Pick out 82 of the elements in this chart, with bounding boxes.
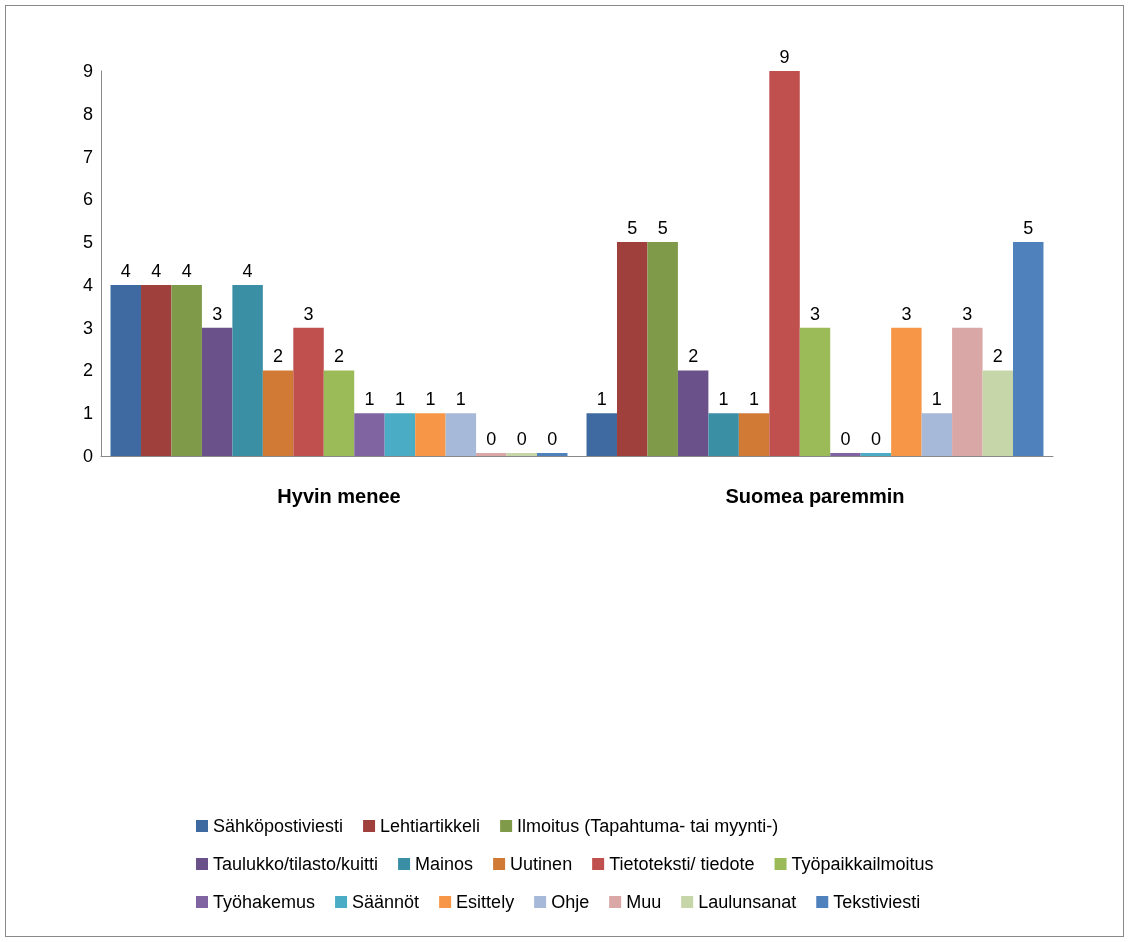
y-tick-label: 5 [82, 232, 93, 253]
bar [738, 413, 770, 456]
data-label: 3 [901, 303, 912, 324]
x-tick-label: Suomea paremmin [725, 485, 905, 507]
bar [891, 327, 922, 456]
data-label: 2 [273, 346, 284, 367]
data-label: 0 [870, 429, 881, 449]
legend-label: Tietoteksti/ tiedote [609, 854, 755, 874]
data-label: 4 [181, 260, 192, 281]
x-tick-label: Hyvin menee [277, 485, 401, 507]
data-label: 1 [364, 389, 375, 410]
bar [323, 370, 355, 456]
bar [445, 413, 477, 456]
bar [171, 284, 202, 456]
data-label: 3 [303, 303, 314, 324]
bar [293, 327, 324, 456]
bar [616, 242, 648, 456]
bar [110, 284, 141, 456]
legend-label: Mainos [415, 854, 474, 874]
data-label: 0 [486, 429, 497, 449]
legend-label: Esittely [456, 892, 515, 912]
y-tick-label: 0 [82, 446, 93, 466]
legend-label: Tekstiviesti [833, 892, 921, 912]
legend-label: Työpaikkailmoitus [791, 854, 934, 874]
bar [415, 413, 446, 456]
data-label: 1 [596, 389, 607, 410]
data-label: 0 [547, 429, 558, 449]
y-tick-label: 2 [82, 360, 93, 381]
data-label: 5 [627, 218, 638, 239]
data-label: 1 [749, 389, 760, 410]
data-label: 4 [120, 260, 131, 281]
data-label: 3 [962, 303, 973, 324]
legend-label: Työhakemus [213, 892, 316, 912]
data-label: 4 [242, 260, 253, 281]
bar [232, 284, 263, 456]
bar [769, 71, 800, 456]
bar [982, 370, 1014, 456]
bar [586, 413, 617, 456]
bar [384, 413, 416, 456]
legend-label: Säännöt [352, 892, 420, 912]
y-tick-label: 6 [82, 189, 93, 210]
bar [140, 284, 172, 456]
data-label: 1 [931, 389, 942, 410]
data-label: 2 [688, 346, 699, 367]
data-label: 5 [1023, 218, 1034, 239]
data-label: 4 [151, 260, 162, 281]
bar [1013, 242, 1044, 456]
bar [677, 370, 709, 456]
data-label: 9 [779, 47, 790, 67]
y-tick-label: 7 [82, 146, 93, 167]
data-label: 0 [516, 429, 527, 449]
data-label: 2 [333, 346, 345, 367]
data-label: 1 [455, 389, 466, 410]
legend-label: Muu [626, 892, 662, 912]
bar [262, 370, 294, 456]
y-tick-label: 3 [82, 317, 93, 338]
data-label: 1 [394, 389, 405, 410]
data-label: 1 [425, 389, 436, 410]
y-tick-label: 1 [82, 403, 93, 424]
bar [952, 327, 983, 456]
bar [799, 327, 831, 456]
data-label: 3 [212, 303, 223, 324]
bar [921, 413, 953, 456]
bar [354, 413, 385, 456]
bar [708, 413, 739, 456]
data-label: 2 [992, 346, 1003, 367]
legend-label: Lehtiartikkeli [380, 816, 481, 836]
bar [201, 327, 233, 456]
bar [647, 242, 678, 456]
data-label: 5 [657, 218, 668, 239]
y-tick-label: 9 [82, 61, 93, 81]
legend-label: Laulunsanat [698, 892, 797, 912]
legend-label: Sähköpostiviesti [213, 816, 344, 836]
data-label: 0 [840, 429, 851, 449]
legend-label: Taulukko/tilasto/kuitti [213, 854, 379, 874]
y-tick-label: 4 [82, 274, 93, 295]
data-label: 1 [718, 389, 729, 410]
y-tick-label: 8 [82, 103, 93, 124]
legend-label: Ohje [551, 892, 590, 912]
data-label: 3 [809, 303, 821, 324]
legend-label: Ilmoitus (Tapahtuma- tai myynti-) [517, 816, 779, 836]
legend-label: Uutinen [510, 854, 573, 874]
